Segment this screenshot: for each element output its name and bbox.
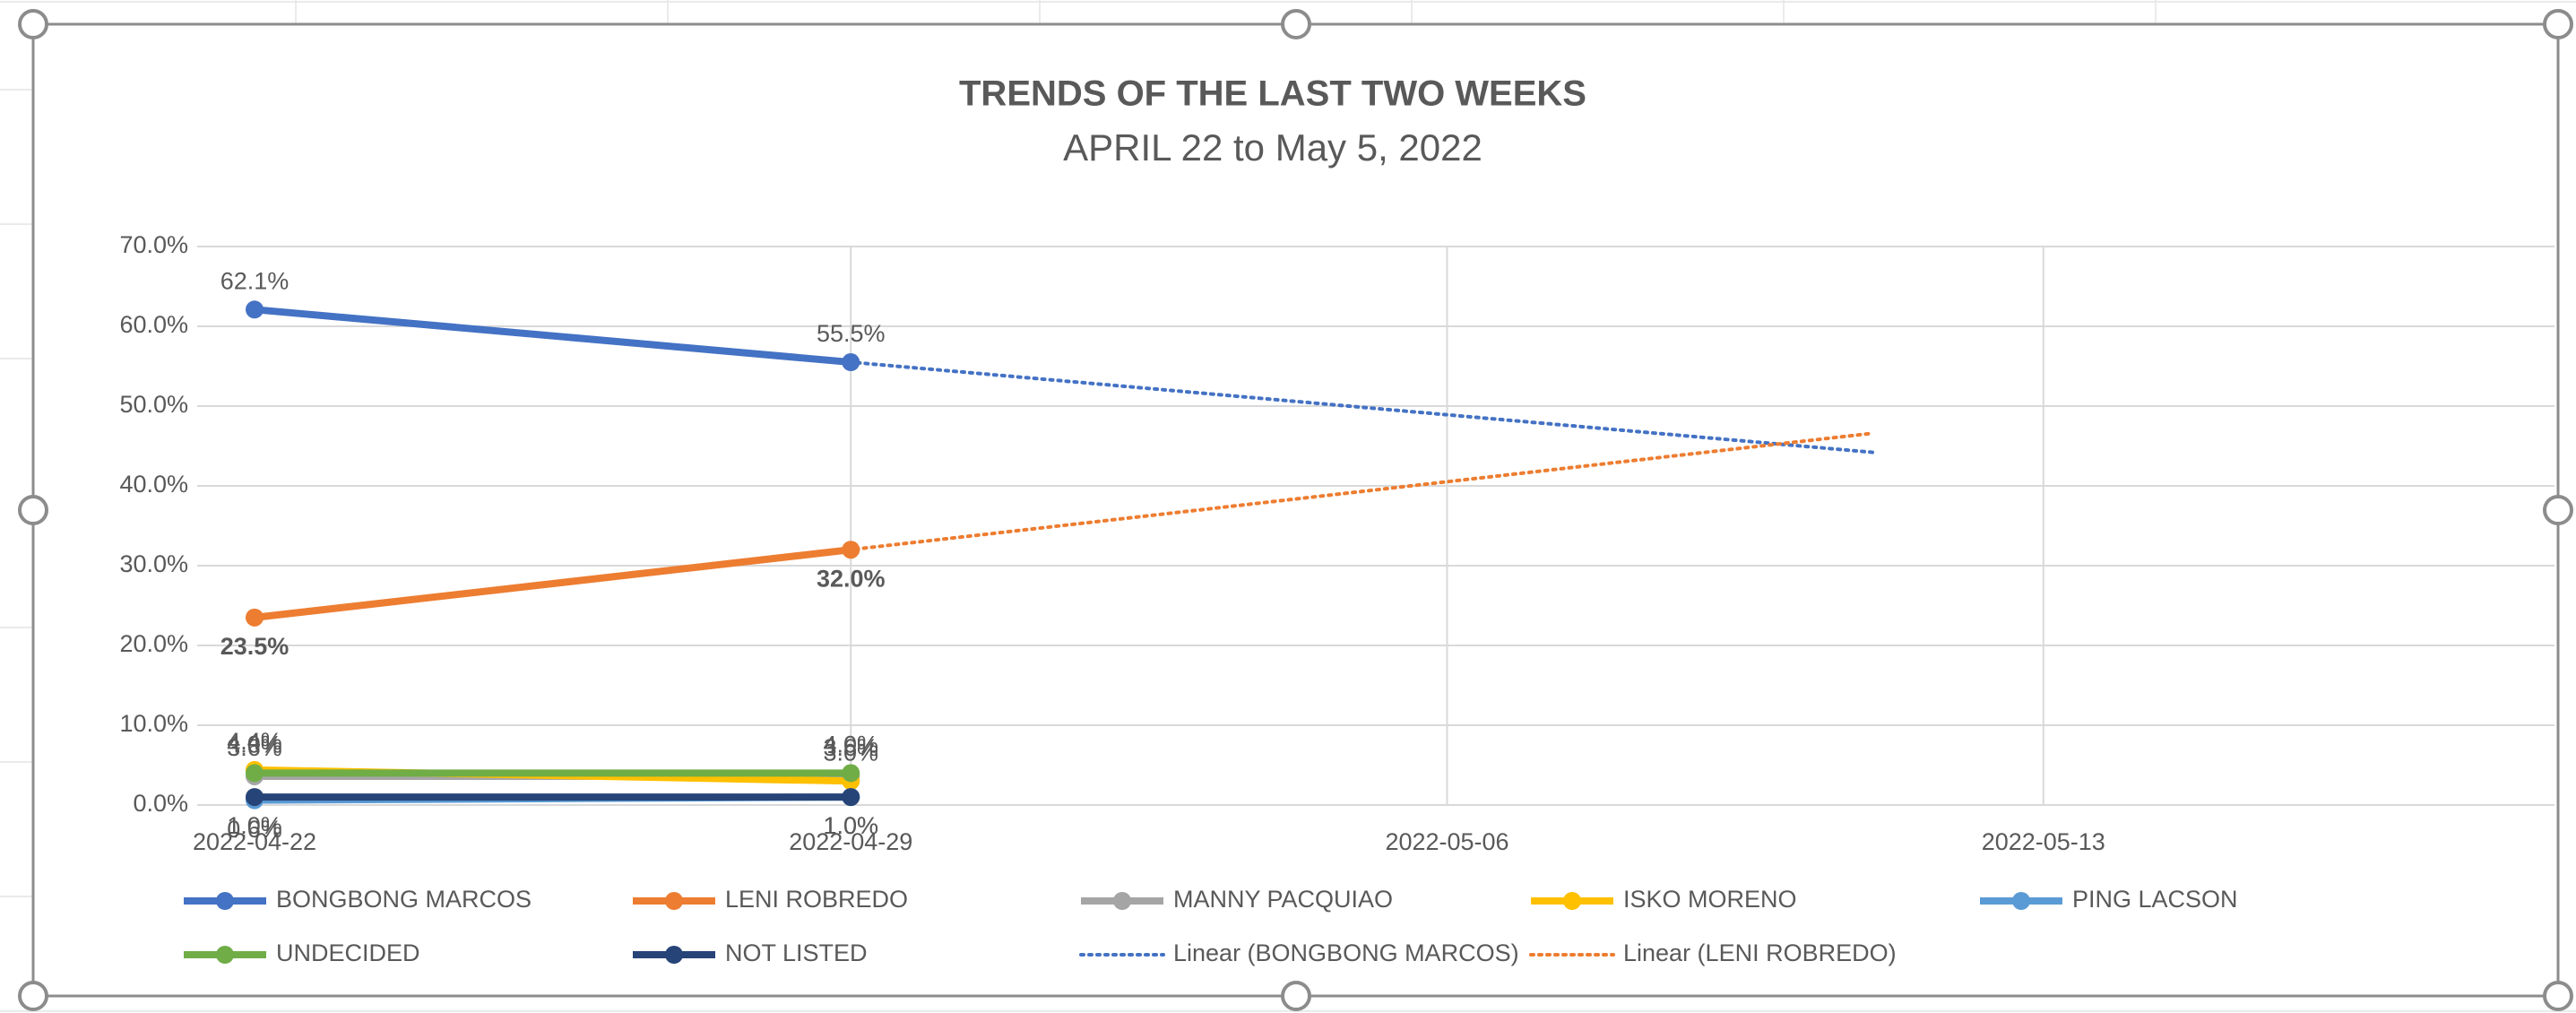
- legend-label: UNDECIDED: [276, 939, 420, 966]
- chart-frame: [31, 22, 2560, 998]
- data-label: 4.4%: [227, 728, 282, 755]
- chart-title: TRENDS OF THE LAST TWO WEEKS: [959, 74, 1586, 114]
- data-label: 0.6%: [227, 816, 282, 843]
- legend-marker: [665, 892, 683, 910]
- data-label: 32.0%: [817, 565, 886, 592]
- y-tick-label: 30.0%: [119, 550, 188, 577]
- legend-marker: [1563, 892, 1581, 910]
- x-tick-label: 2022-04-22: [193, 828, 316, 855]
- handle[interactable]: [1281, 9, 1311, 39]
- x-tick-label: 2022-05-06: [1385, 828, 1508, 855]
- trendline: [253, 307, 1875, 455]
- legend-marker: [216, 946, 234, 964]
- data-label: 4.0%: [227, 732, 282, 758]
- legend-marker: [216, 892, 234, 910]
- y-tick-label: 0.0%: [133, 790, 188, 817]
- legend-label: MANNY PACQUIAO: [1173, 886, 1393, 913]
- point: [842, 353, 860, 372]
- data-label: 1.0%: [823, 812, 878, 839]
- point: [246, 764, 264, 783]
- series-line: [251, 546, 855, 621]
- x-tick-label: 2022-04-29: [789, 828, 912, 855]
- y-tick-label: 20.0%: [119, 630, 188, 657]
- legend-marker: [665, 946, 683, 964]
- data-label: 3.6%: [823, 734, 878, 761]
- legend-label: ISKO MORENO: [1623, 886, 1797, 913]
- y-tick-label: 60.0%: [119, 311, 188, 338]
- handle[interactable]: [18, 981, 48, 1011]
- data-label: 3.6%: [227, 734, 282, 761]
- y-tick-label: 40.0%: [119, 471, 188, 498]
- point: [842, 541, 860, 559]
- legend-marker: [2012, 892, 2030, 910]
- handle[interactable]: [18, 495, 48, 525]
- legend-label: PING LACSON: [2072, 886, 2238, 913]
- point: [246, 608, 264, 627]
- data-label: 23.5%: [220, 633, 290, 660]
- point: [246, 788, 264, 807]
- point: [246, 300, 264, 319]
- legend-label: Linear (LENI ROBREDO): [1623, 939, 1897, 966]
- handle[interactable]: [2543, 981, 2573, 1011]
- legend-label: Linear (BONGBONG MARCOS): [1173, 939, 1519, 966]
- handle[interactable]: [2543, 9, 2573, 39]
- handle[interactable]: [2543, 495, 2573, 525]
- handle[interactable]: [1281, 981, 1311, 1011]
- legend-label: NOT LISTED: [725, 939, 868, 966]
- series-line: [251, 306, 855, 367]
- point: [842, 788, 860, 807]
- resize-handles[interactable]: [18, 9, 2573, 1011]
- y-tick-label: 70.0%: [119, 231, 188, 258]
- data-label: 55.5%: [817, 320, 886, 347]
- trendline: [253, 431, 1875, 619]
- data-label: 3.0%: [823, 739, 878, 766]
- chart-subtitle: APRIL 22 to May 5, 2022: [1063, 126, 1482, 169]
- handle[interactable]: [18, 9, 48, 39]
- legend-label: LENI ROBREDO: [725, 886, 908, 913]
- data-label: 62.1%: [220, 267, 290, 294]
- y-tick-label: 50.0%: [119, 391, 188, 418]
- data-label: 4.0%: [823, 732, 878, 758]
- x-tick-label: 2022-05-13: [1982, 828, 2105, 855]
- data-label: 1.0%: [227, 812, 282, 839]
- y-tick-label: 10.0%: [119, 710, 188, 737]
- legend-marker: [1113, 892, 1131, 910]
- data-label: 1.0%: [823, 812, 878, 839]
- legend-label: BONGBONG MARCOS: [276, 886, 532, 913]
- point: [842, 764, 860, 783]
